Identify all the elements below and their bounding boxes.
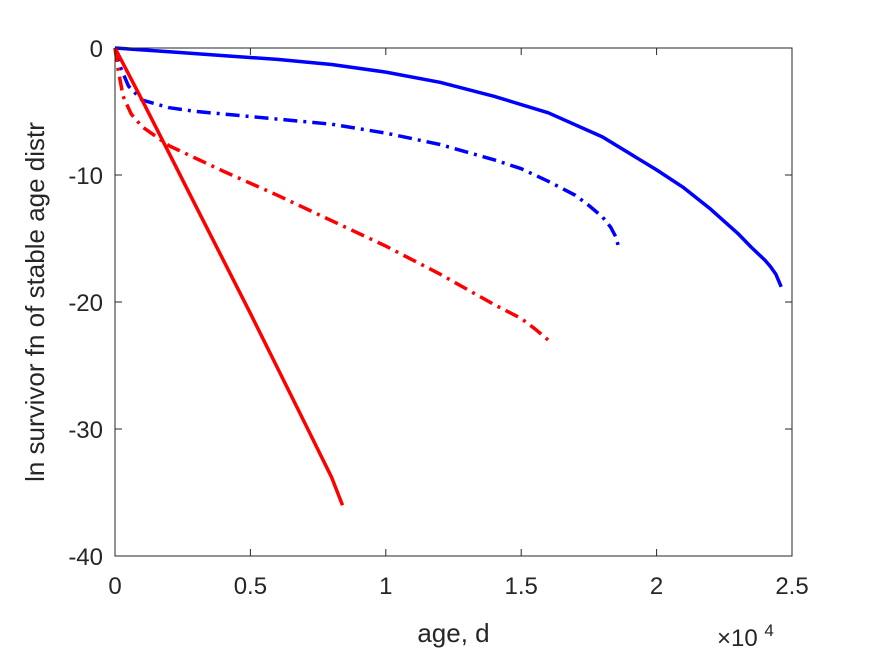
- y-tick-label: -30: [68, 417, 103, 444]
- series-layer: [113, 46, 783, 506]
- series-line-1: [114, 46, 783, 288]
- y-tick-label: -20: [68, 290, 103, 317]
- y-tick-label: -40: [68, 544, 103, 571]
- x-axis-label: age, d: [417, 618, 489, 648]
- x-tick-label: 2: [650, 573, 663, 600]
- x-tick-label: 0: [108, 573, 121, 600]
- x-tick-label: 1: [379, 573, 392, 600]
- x-axis-exponent-base: ×10: [717, 625, 758, 652]
- x-tick-label: 2.5: [775, 573, 808, 600]
- y-tick-label: 0: [90, 36, 103, 63]
- series-line-3: [113, 47, 550, 342]
- series-line-4: [113, 47, 345, 506]
- ticks-layer: 0 0.5 1 1.5 2 2.5 0 -10 -20 -30 -40: [68, 36, 808, 600]
- y-tick-label: -10: [68, 163, 103, 190]
- x-tick-label: 0.5: [234, 573, 267, 600]
- x-axis-exponent: ×10 4: [717, 621, 774, 652]
- y-axis-label: ln survivor fn of stable age distr: [20, 122, 50, 482]
- series-line-2: [113, 47, 621, 248]
- x-axis-exponent-power: 4: [764, 621, 773, 640]
- x-tick-label: 1.5: [505, 573, 538, 600]
